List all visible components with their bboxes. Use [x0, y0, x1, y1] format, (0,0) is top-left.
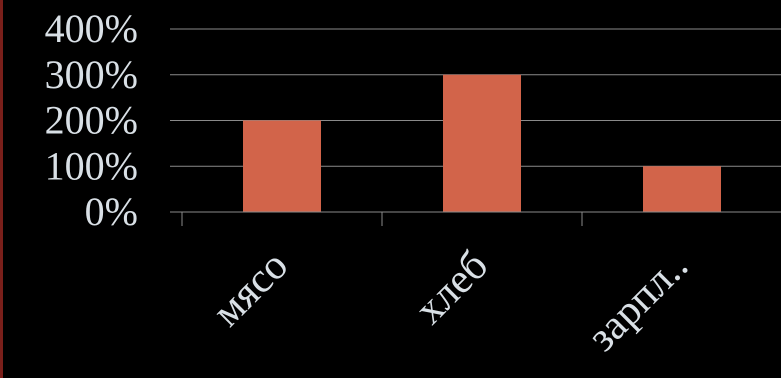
x-tick-label: мясо [204, 243, 297, 336]
bar [443, 74, 521, 212]
x-tick-labels: мясо хлеб зарпл.. [204, 243, 697, 361]
y-tick-label: 400% [45, 6, 138, 51]
y-tick-label: 0% [85, 189, 138, 234]
bars [243, 74, 721, 212]
bar [643, 166, 721, 212]
y-tick-label: 300% [45, 52, 138, 97]
y-tick-label: 100% [45, 143, 138, 188]
x-tick-label: хлеб [407, 243, 497, 333]
bar [243, 120, 321, 212]
x-tick-label: зарпл.. [579, 243, 697, 361]
y-tick-label: 200% [45, 98, 138, 143]
y-tick-labels: 0%100%200%300%400% [45, 6, 138, 234]
slide-left-edge [0, 0, 3, 378]
x-axis [170, 28, 781, 226]
